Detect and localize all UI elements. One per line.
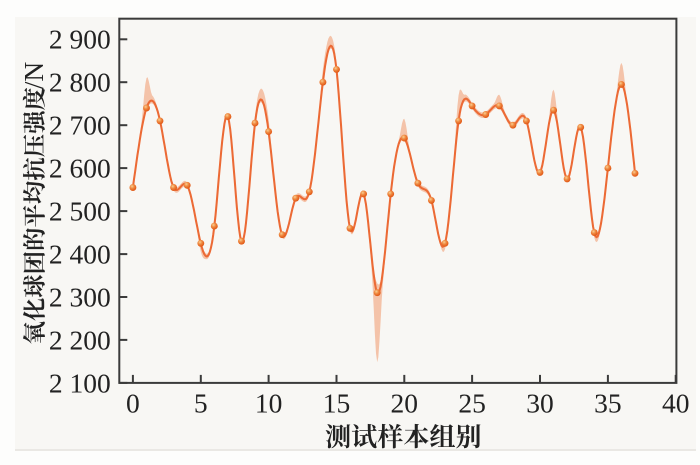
svg-text:2 700: 2 700 (49, 110, 111, 141)
svg-text:/N: /N (18, 62, 49, 90)
svg-text:10: 10 (255, 388, 283, 419)
svg-text:2 400: 2 400 (49, 238, 111, 269)
svg-text:2 900: 2 900 (49, 24, 111, 55)
svg-text:2 600: 2 600 (49, 153, 111, 184)
svg-text:40: 40 (662, 388, 690, 419)
svg-text:20: 20 (391, 388, 419, 419)
svg-text:2 300: 2 300 (49, 281, 111, 312)
svg-text:2 200: 2 200 (49, 324, 111, 355)
svg-text:2 100: 2 100 (49, 367, 111, 398)
svg-text:15: 15 (323, 388, 351, 419)
svg-text:30: 30 (526, 388, 554, 419)
svg-text:35: 35 (594, 388, 622, 419)
svg-text:2 500: 2 500 (49, 196, 111, 227)
svg-text:0: 0 (126, 388, 140, 419)
svg-text:2 800: 2 800 (49, 67, 111, 98)
svg-text:5: 5 (194, 388, 208, 419)
svg-text:25: 25 (458, 388, 486, 419)
